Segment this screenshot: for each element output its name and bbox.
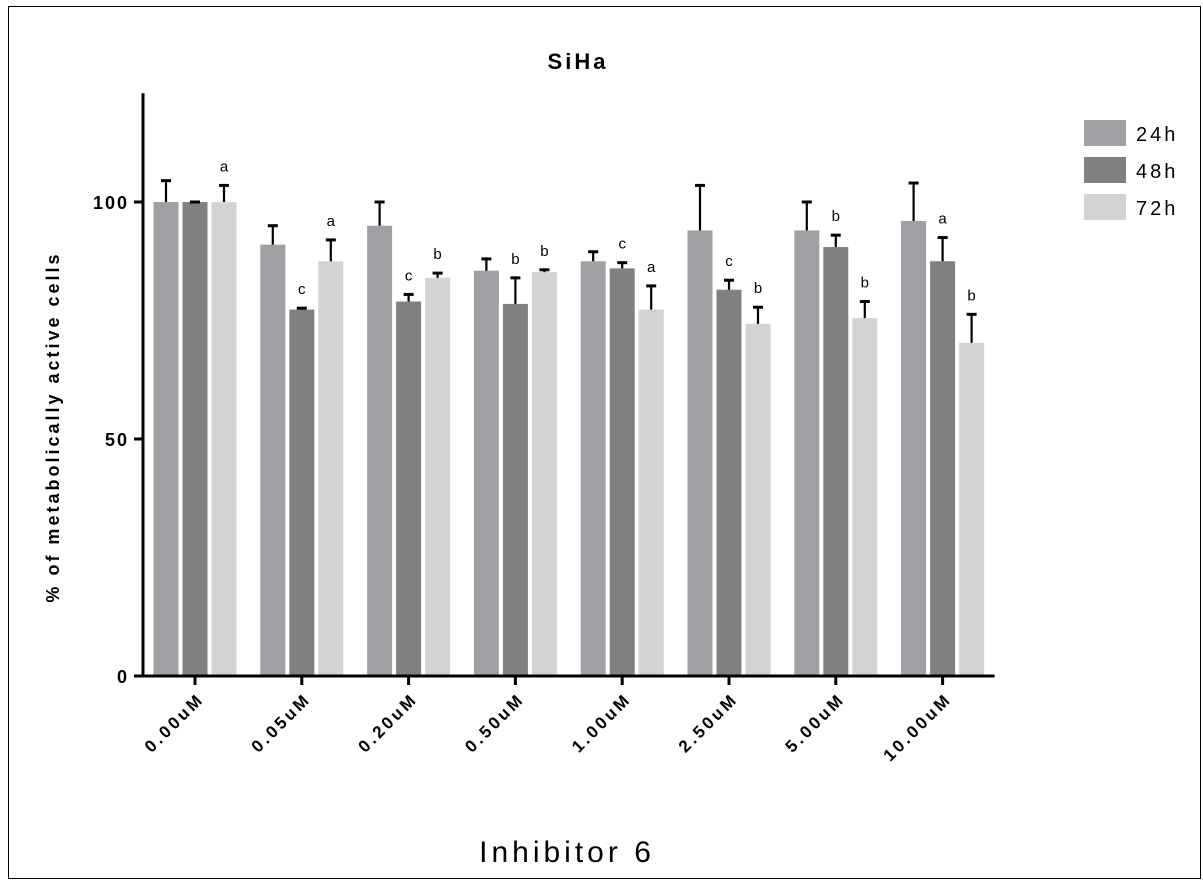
bar bbox=[852, 318, 878, 676]
bar bbox=[396, 301, 422, 676]
bar bbox=[609, 268, 635, 676]
x-tick-label: 1.00uM bbox=[568, 689, 635, 756]
bar bbox=[901, 220, 927, 676]
legend-swatch bbox=[1084, 157, 1126, 183]
significance-label: b bbox=[433, 246, 441, 263]
significance-label: a bbox=[220, 158, 229, 175]
bar-chart: SiHa % of metabolically active cells Inh… bbox=[43, 49, 1178, 869]
significance-label: a bbox=[327, 213, 336, 230]
y-tick-label: 50 bbox=[105, 430, 129, 450]
significance-label: c bbox=[618, 236, 626, 253]
legend-label: 48h bbox=[1136, 161, 1178, 183]
bar bbox=[638, 309, 664, 676]
bar bbox=[211, 202, 237, 676]
significance-label: a bbox=[938, 211, 947, 228]
bar bbox=[182, 202, 208, 676]
chart-frame: SiHa % of metabolically active cells Inh… bbox=[8, 6, 1201, 879]
bar bbox=[580, 261, 606, 676]
x-tick-label: 0.20uM bbox=[355, 689, 422, 756]
bar bbox=[367, 225, 393, 676]
bar bbox=[959, 342, 985, 676]
bar bbox=[794, 230, 820, 676]
bar bbox=[823, 247, 849, 676]
legend-swatch bbox=[1084, 194, 1126, 220]
y-tick-label: 100 bbox=[93, 193, 129, 213]
bar bbox=[473, 270, 499, 676]
legend: 24h 48h 72h bbox=[1084, 120, 1178, 220]
bar bbox=[502, 303, 528, 676]
significance-label: c bbox=[298, 281, 306, 298]
x-tick-label: 0.00uM bbox=[141, 689, 208, 756]
bar bbox=[687, 230, 713, 676]
significance-label: a bbox=[647, 259, 656, 276]
x-tick-label: 0.05uM bbox=[248, 689, 315, 756]
bars-layer: a c a c b b b c a c b b b a b bbox=[153, 158, 985, 676]
significance-label: b bbox=[861, 275, 869, 292]
x-tick-label: 10.00uM bbox=[880, 689, 956, 765]
bar bbox=[260, 244, 286, 676]
legend-swatch bbox=[1084, 120, 1126, 146]
significance-label: c bbox=[405, 267, 413, 284]
significance-label: b bbox=[511, 251, 519, 268]
y-tick-label: 0 bbox=[117, 667, 129, 687]
x-tick-label: 0.50uM bbox=[461, 689, 528, 756]
bar bbox=[318, 261, 344, 676]
chart-title: SiHa bbox=[548, 49, 609, 74]
bar bbox=[289, 309, 315, 676]
significance-label: b bbox=[832, 208, 840, 225]
bar bbox=[716, 289, 742, 676]
bar bbox=[531, 272, 557, 676]
y-axis-label: % of metabolically active cells bbox=[43, 251, 63, 602]
x-tick-label: 5.00uM bbox=[782, 689, 849, 756]
significance-label: b bbox=[540, 243, 548, 260]
significance-label: c bbox=[725, 253, 733, 270]
bar bbox=[930, 261, 956, 676]
x-tick-label: 2.50uM bbox=[675, 689, 742, 756]
x-axis-label: Inhibitor 6 bbox=[479, 836, 655, 869]
legend-label: 72h bbox=[1136, 198, 1178, 220]
bar bbox=[153, 202, 179, 676]
significance-label: b bbox=[967, 287, 975, 304]
legend-label: 24h bbox=[1136, 124, 1178, 146]
bar bbox=[425, 277, 451, 676]
bar bbox=[745, 323, 771, 676]
significance-label: b bbox=[754, 280, 762, 297]
